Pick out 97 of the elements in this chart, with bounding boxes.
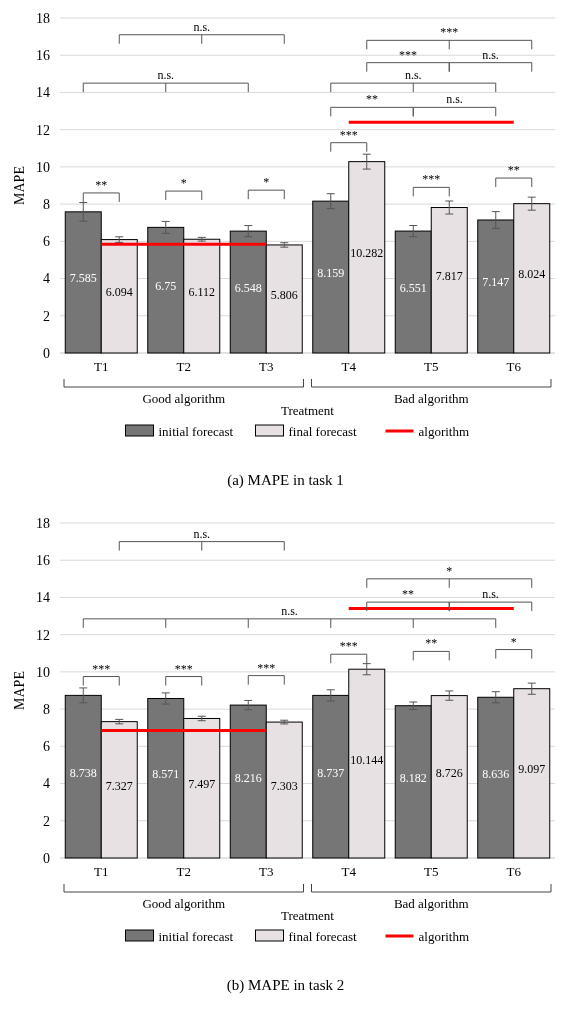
y-tick-label: 18 bbox=[36, 10, 50, 26]
y-tick-label: 2 bbox=[43, 813, 50, 829]
data-label: 7.585 bbox=[69, 271, 97, 286]
x-tick-label: T4 bbox=[341, 359, 357, 374]
x-axis-title: Treatment bbox=[281, 908, 335, 923]
data-label: 8.636 bbox=[482, 766, 510, 781]
annotation: *** bbox=[339, 127, 358, 142]
text: Bad algorithm bbox=[393, 391, 469, 406]
annotation: ** bbox=[366, 92, 378, 107]
x-tick-label: T2 bbox=[176, 864, 191, 879]
data-label: 6.094 bbox=[105, 285, 133, 300]
y-tick-label: 4 bbox=[43, 271, 50, 287]
y-tick-label: 14 bbox=[36, 85, 50, 101]
y-tick-label: 2 bbox=[43, 308, 50, 324]
annotation: * bbox=[263, 175, 270, 190]
annotation: *** bbox=[440, 25, 459, 40]
y-axis-title: MAPE bbox=[12, 671, 27, 710]
data-label: 6.112 bbox=[188, 285, 216, 300]
y-tick-label: 10 bbox=[36, 159, 50, 175]
text: (a) MAPE in task 1 bbox=[227, 472, 344, 489]
y-tick-label: 8 bbox=[43, 702, 50, 718]
data-label: 10.144 bbox=[350, 752, 384, 767]
data-label: 7.497 bbox=[188, 777, 216, 792]
legend-label: algorithm bbox=[418, 423, 470, 439]
text: (b) MAPE in task 2 bbox=[226, 977, 345, 994]
x-tick-label: T1 bbox=[94, 359, 109, 374]
data-label: 7.817 bbox=[435, 269, 463, 284]
data-label: 7.327 bbox=[105, 778, 133, 793]
x-tick-label: T4 bbox=[341, 864, 357, 879]
annotation: n.s. bbox=[482, 587, 499, 602]
data-label: 8.726 bbox=[435, 765, 463, 780]
annotation: n.s. bbox=[281, 603, 298, 618]
y-tick-label: 8 bbox=[43, 197, 50, 213]
x-tick-label: T3 bbox=[259, 864, 274, 879]
y-tick-label: 18 bbox=[36, 515, 50, 531]
data-label: 6.75 bbox=[155, 279, 177, 294]
data-label: 8.182 bbox=[399, 770, 427, 785]
legend-label: algorithm bbox=[418, 928, 470, 944]
legend-label: initial forecast bbox=[158, 928, 234, 944]
annotation: ** bbox=[425, 636, 438, 651]
data-label: 8.738 bbox=[69, 765, 97, 780]
annotation: * bbox=[180, 176, 187, 191]
data-label: 8.024 bbox=[518, 267, 546, 282]
x-tick-label: T6 bbox=[506, 864, 522, 879]
annotation: * bbox=[510, 634, 517, 649]
legend-label: final forecast bbox=[288, 928, 358, 944]
annotation: *** bbox=[399, 47, 417, 62]
annotation: * bbox=[446, 563, 453, 578]
y-tick-label: 16 bbox=[36, 553, 50, 569]
data-label: 7.147 bbox=[482, 275, 510, 290]
text: Good algorithm bbox=[142, 896, 226, 911]
data-label: 6.548 bbox=[234, 281, 262, 296]
annotation: n.s. bbox=[482, 47, 499, 62]
y-tick-label: 4 bbox=[43, 776, 50, 792]
legend-label: final forecast bbox=[288, 423, 358, 439]
y-tick-label: 12 bbox=[36, 122, 50, 138]
annotation: n.s. bbox=[404, 68, 422, 83]
y-tick-label: 10 bbox=[36, 664, 50, 680]
x-tick-label: T5 bbox=[424, 359, 439, 374]
x-tick-label: T5 bbox=[424, 864, 439, 879]
y-axis-title: MAPE bbox=[12, 166, 27, 205]
y-tick-label: 0 bbox=[43, 345, 50, 361]
data-label: 8.737 bbox=[317, 765, 345, 780]
y-tick-label: 16 bbox=[36, 48, 50, 64]
y-tick-label: 6 bbox=[43, 234, 50, 250]
y-tick-label: 14 bbox=[36, 590, 50, 606]
annotation: n.s. bbox=[193, 526, 211, 541]
annotation: ** bbox=[507, 163, 520, 178]
y-tick-label: 0 bbox=[43, 850, 50, 866]
x-tick-label: T6 bbox=[506, 359, 522, 374]
data-label: 8.571 bbox=[152, 767, 180, 782]
annotation: ** bbox=[402, 587, 414, 602]
annotation: n.s. bbox=[446, 92, 463, 107]
annotation: *** bbox=[339, 639, 358, 654]
data-label: 7.303 bbox=[270, 779, 298, 794]
legend-label: initial forecast bbox=[158, 423, 234, 439]
data-label: 5.806 bbox=[270, 287, 298, 302]
annotation: *** bbox=[174, 661, 193, 676]
text: Good algorithm bbox=[142, 391, 226, 406]
data-label: 10.282 bbox=[350, 246, 384, 261]
annotation: n.s. bbox=[193, 19, 211, 34]
text: Bad algorithm bbox=[393, 896, 469, 911]
data-label: 8.159 bbox=[317, 266, 345, 281]
annotation: *** bbox=[257, 660, 276, 675]
x-axis-title: Treatment bbox=[281, 403, 335, 418]
data-label: 8.216 bbox=[234, 770, 262, 785]
x-tick-label: T1 bbox=[94, 864, 109, 879]
x-tick-label: T3 bbox=[259, 359, 274, 374]
y-tick-label: 6 bbox=[43, 739, 50, 755]
y-tick-label: 12 bbox=[36, 627, 50, 643]
annotation: n.s. bbox=[157, 68, 175, 83]
data-label: 9.097 bbox=[518, 762, 546, 777]
annotation: *** bbox=[422, 172, 441, 187]
annotation: *** bbox=[92, 661, 111, 676]
data-label: 6.551 bbox=[399, 281, 427, 296]
x-tick-label: T2 bbox=[176, 359, 191, 374]
annotation: ** bbox=[95, 177, 108, 192]
